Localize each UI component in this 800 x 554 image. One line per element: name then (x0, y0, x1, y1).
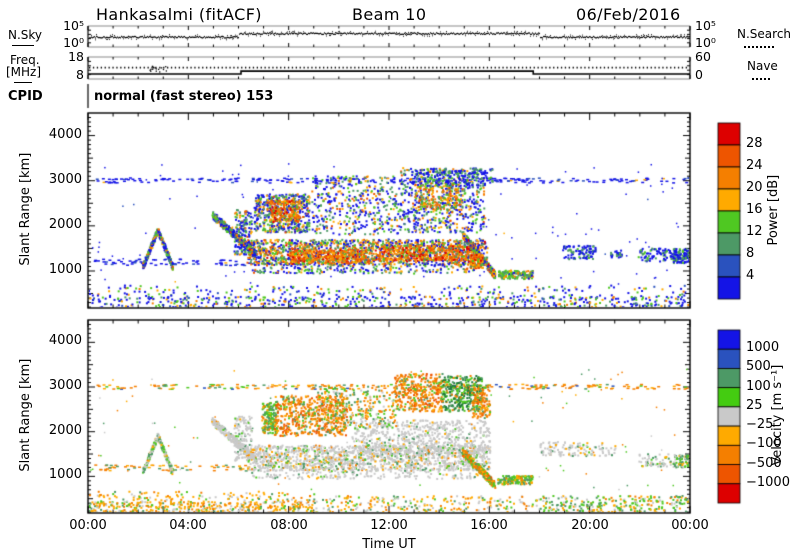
superdarn-summary-plot: Hankasalmi (fitACF) Beam 10 06/Feb/2016 … (0, 0, 800, 554)
plot-canvas (0, 0, 800, 554)
